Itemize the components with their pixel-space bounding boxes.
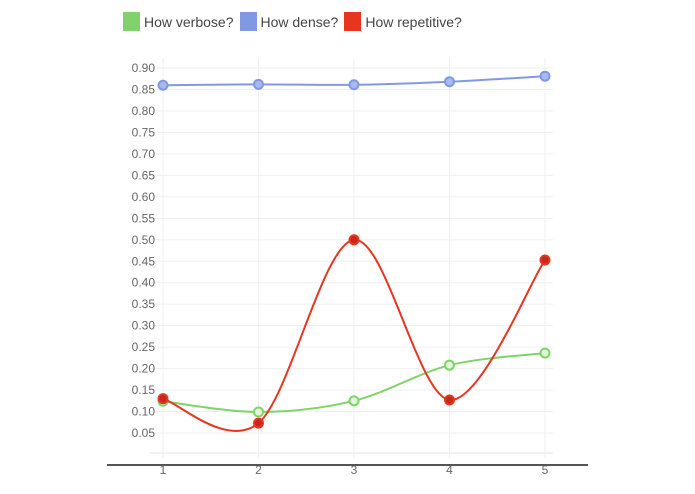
y-tick-label: 0.35 [132,297,156,311]
data-point-how-dense[interactable] [157,79,169,91]
data-point-how-verbose[interactable] [539,347,551,359]
data-point-how-repetitive[interactable] [444,394,455,406]
y-tick-label: 0.70 [132,147,156,161]
y-tick-label: 0.65 [132,168,156,182]
data-point-how-repetitive[interactable] [539,254,551,266]
data-point-how-repetitive[interactable] [157,393,169,405]
x-tick-label: 2 [255,463,262,477]
y-axis: 0.05 0.10 0.15 0.20 0.25 0.30 0.35 0.40 0.45 0.50… [132,61,156,440]
data-point-how-verbose[interactable] [253,406,264,418]
data-point-how-dense[interactable] [539,70,551,82]
data-point-how-dense[interactable] [444,76,455,88]
y-tick-label: 0.90 [132,61,156,75]
y-tick-label: 0.10 [132,405,156,419]
y-tick-label: 0.45 [132,254,156,268]
legend-swatch-dense [239,12,257,31]
y-tick-label: 0.20 [132,362,156,376]
data-point-how-dense[interactable] [253,78,264,90]
x-tick-label: 5 [542,463,549,477]
data-point-how-repetitive[interactable] [348,234,360,246]
x-tick-label: 1 [160,463,167,477]
y-tick-label: 0.50 [132,233,156,247]
legend-swatch-verbose [123,12,140,31]
chart-series [157,70,551,432]
legend-item-dense[interactable]: How dense? [239,12,339,31]
legend-item-verbose[interactable]: How verbose? [123,12,234,31]
data-point-how-dense[interactable] [348,79,360,91]
y-tick-label: 0.60 [132,190,156,204]
chart-legend: How verbose? How dense? How repetitive? [123,12,464,31]
bottom-divider [107,464,588,466]
y-tick-label: 0.85 [132,83,156,97]
y-tick-label: 0.55 [132,211,156,225]
y-tick-label: 0.80 [132,104,156,118]
y-tick-label: 0.40 [132,276,156,290]
y-tick-label: 0.05 [132,426,156,440]
legend-label-repetitive: How repetitive? [365,13,462,30]
y-tick-label: 0.75 [132,125,156,139]
data-point-how-verbose[interactable] [348,395,360,407]
x-axis: 1 2 3 4 5 [160,463,549,477]
legend-label-verbose: How verbose? [144,13,234,30]
legend-item-repetitive[interactable]: How repetitive? [344,12,462,31]
y-tick-label: 0.15 [132,383,156,397]
data-point-how-repetitive[interactable] [253,417,264,429]
data-point-how-verbose[interactable] [444,359,455,371]
y-tick-label: 0.25 [132,340,156,354]
legend-swatch-repetitive [344,12,362,31]
x-tick-label: 4 [446,463,453,477]
x-tick-label: 3 [351,463,358,477]
legend-label-dense: How dense? [260,13,339,30]
y-tick-label: 0.30 [132,319,156,333]
